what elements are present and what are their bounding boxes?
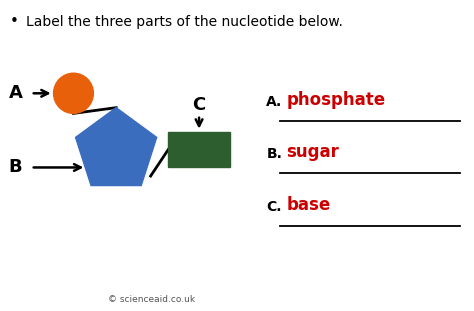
Text: © scienceaid.co.uk: © scienceaid.co.uk [108,295,195,304]
Polygon shape [75,108,157,186]
Text: Label the three parts of the nucleotide below.: Label the three parts of the nucleotide … [26,15,343,29]
Bar [168,132,230,167]
Text: sugar: sugar [286,143,339,161]
Text: base: base [286,196,330,214]
Text: A: A [9,84,22,102]
Text: B: B [9,159,22,176]
Text: C: C [192,96,206,114]
Text: •: • [9,14,18,29]
Text: phosphate: phosphate [286,91,385,109]
Circle shape [54,73,93,114]
Text: A.: A. [266,95,283,109]
Text: B.: B. [266,147,282,161]
Text: C.: C. [266,200,282,214]
